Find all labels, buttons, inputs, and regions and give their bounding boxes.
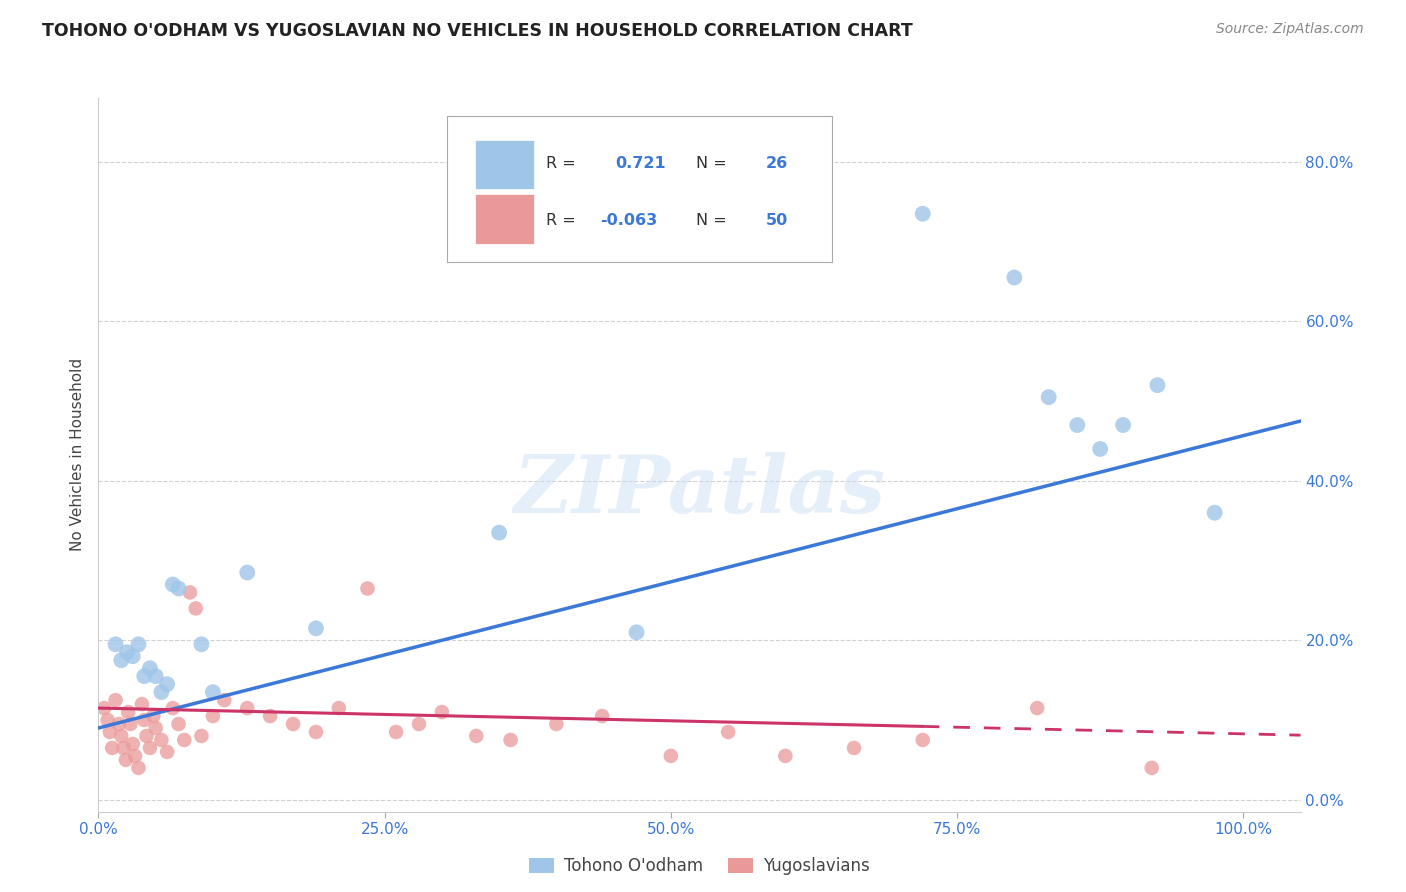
Legend: Tohono O'odham, Yugoslavians: Tohono O'odham, Yugoslavians: [523, 851, 876, 882]
Text: 26: 26: [766, 156, 787, 171]
Point: [842, 740, 865, 755]
Point: [659, 748, 682, 763]
Point: [97, 713, 120, 727]
Point: [121, 737, 143, 751]
Point: [499, 733, 522, 747]
Point: [626, 625, 648, 640]
Point: [259, 709, 281, 723]
Point: [156, 677, 179, 691]
Point: [104, 693, 127, 707]
Point: [167, 717, 190, 731]
Point: [281, 717, 304, 731]
Point: [305, 621, 328, 635]
Point: [717, 725, 740, 739]
Point: [1204, 506, 1226, 520]
Point: [236, 566, 259, 580]
Point: [131, 697, 153, 711]
Text: -0.063: -0.063: [600, 213, 657, 228]
Point: [1140, 761, 1163, 775]
Point: [110, 653, 132, 667]
Point: [150, 733, 173, 747]
Point: [775, 748, 797, 763]
Point: [1002, 270, 1025, 285]
Point: [465, 729, 488, 743]
Point: [167, 582, 190, 596]
Point: [546, 717, 568, 731]
FancyBboxPatch shape: [475, 194, 534, 244]
Point: [591, 709, 613, 723]
Point: [430, 705, 453, 719]
Point: [104, 637, 127, 651]
Text: Source: ZipAtlas.com: Source: ZipAtlas.com: [1216, 22, 1364, 37]
Text: R =: R =: [546, 156, 581, 171]
Text: N =: N =: [696, 156, 731, 171]
Point: [93, 701, 115, 715]
Point: [145, 721, 167, 735]
Point: [115, 753, 138, 767]
Point: [385, 725, 408, 739]
Point: [142, 709, 165, 723]
Text: N =: N =: [696, 213, 731, 228]
Point: [110, 729, 132, 743]
Point: [134, 713, 156, 727]
Point: [184, 601, 207, 615]
Point: [162, 701, 184, 715]
Y-axis label: No Vehicles in Household: No Vehicles in Household: [70, 359, 86, 551]
Point: [162, 577, 184, 591]
Point: [1146, 378, 1168, 392]
Point: [1038, 390, 1060, 404]
Point: [328, 701, 350, 715]
Point: [190, 637, 212, 651]
Point: [201, 709, 224, 723]
Point: [139, 740, 162, 755]
Point: [911, 207, 934, 221]
Point: [236, 701, 259, 715]
Point: [305, 725, 328, 739]
Point: [121, 649, 143, 664]
Point: [135, 729, 157, 743]
Point: [488, 525, 510, 540]
Point: [112, 740, 135, 755]
Point: [1112, 417, 1135, 432]
Point: [179, 585, 201, 599]
Point: [115, 645, 138, 659]
Point: [128, 637, 150, 651]
Point: [408, 717, 430, 731]
Point: [214, 693, 236, 707]
Text: 0.721: 0.721: [616, 156, 666, 171]
Text: R =: R =: [546, 213, 581, 228]
Point: [1088, 442, 1111, 456]
Point: [201, 685, 224, 699]
Point: [356, 582, 378, 596]
Point: [101, 740, 124, 755]
Text: 50: 50: [766, 213, 787, 228]
Text: ZIPatlas: ZIPatlas: [513, 452, 886, 529]
Point: [98, 725, 121, 739]
FancyBboxPatch shape: [475, 139, 534, 189]
Point: [911, 733, 934, 747]
Point: [145, 669, 167, 683]
Point: [108, 717, 131, 731]
Point: [1026, 701, 1049, 715]
Point: [173, 733, 195, 747]
Point: [190, 729, 212, 743]
Point: [117, 705, 139, 719]
Point: [128, 761, 150, 775]
Point: [139, 661, 162, 675]
FancyBboxPatch shape: [447, 116, 832, 262]
Point: [120, 717, 142, 731]
Point: [156, 745, 179, 759]
Text: TOHONO O'ODHAM VS YUGOSLAVIAN NO VEHICLES IN HOUSEHOLD CORRELATION CHART: TOHONO O'ODHAM VS YUGOSLAVIAN NO VEHICLE…: [42, 22, 912, 40]
Point: [1066, 417, 1088, 432]
Point: [134, 669, 156, 683]
Point: [124, 748, 146, 763]
Point: [150, 685, 173, 699]
